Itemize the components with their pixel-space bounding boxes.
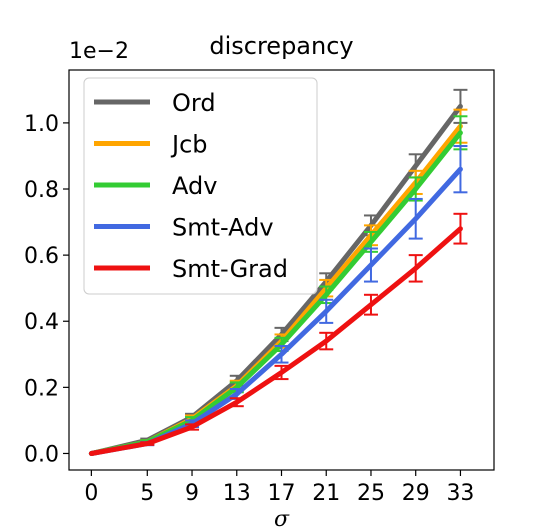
chart-marks	[88, 88, 468, 456]
error-bars-smt-grad	[140, 212, 468, 446]
y-tick-label: 0.0	[24, 442, 59, 467]
y-tick-label: 0.2	[24, 376, 59, 401]
legend-label-ord: Ord	[172, 89, 216, 117]
x-tick-label: 9	[185, 481, 199, 506]
y-tick-label: 0.6	[24, 244, 59, 269]
x-tick-label: 21	[312, 481, 340, 506]
y-tick-label: 1.0	[24, 112, 59, 137]
x-tick-label: 25	[357, 481, 385, 506]
x-tick-label: 0	[84, 481, 98, 506]
y-axis: 0.0 0.2 0.4 0.6 0.8 1.0	[24, 112, 69, 467]
x-tick-label: 29	[402, 481, 430, 506]
x-axis-label: σ	[274, 507, 290, 530]
x-tick-label: 13	[223, 481, 251, 506]
x-tick-label: 17	[268, 481, 296, 506]
y-tick-label: 0.8	[24, 178, 59, 203]
x-tick-label: 5	[140, 481, 154, 506]
x-axis: 0 5 9 13 17 21 25 29 33	[84, 470, 474, 506]
legend-box	[83, 77, 318, 295]
x-tick-label: 33	[446, 481, 474, 506]
legend-label-smt-grad: Smt-Grad	[172, 255, 288, 283]
y-tick-label: 0.4	[24, 310, 59, 335]
legend-label-adv: Adv	[172, 172, 217, 200]
chart-title: discrepancy	[209, 32, 353, 60]
y-axis-offset-label: 1e−2	[69, 39, 129, 64]
legend-label-smt-adv: Smt-Adv	[172, 214, 274, 242]
legend: Ord Jcb Adv Smt-Adv Smt-Grad	[83, 77, 318, 295]
legend-label-jcb: Jcb	[170, 131, 208, 159]
